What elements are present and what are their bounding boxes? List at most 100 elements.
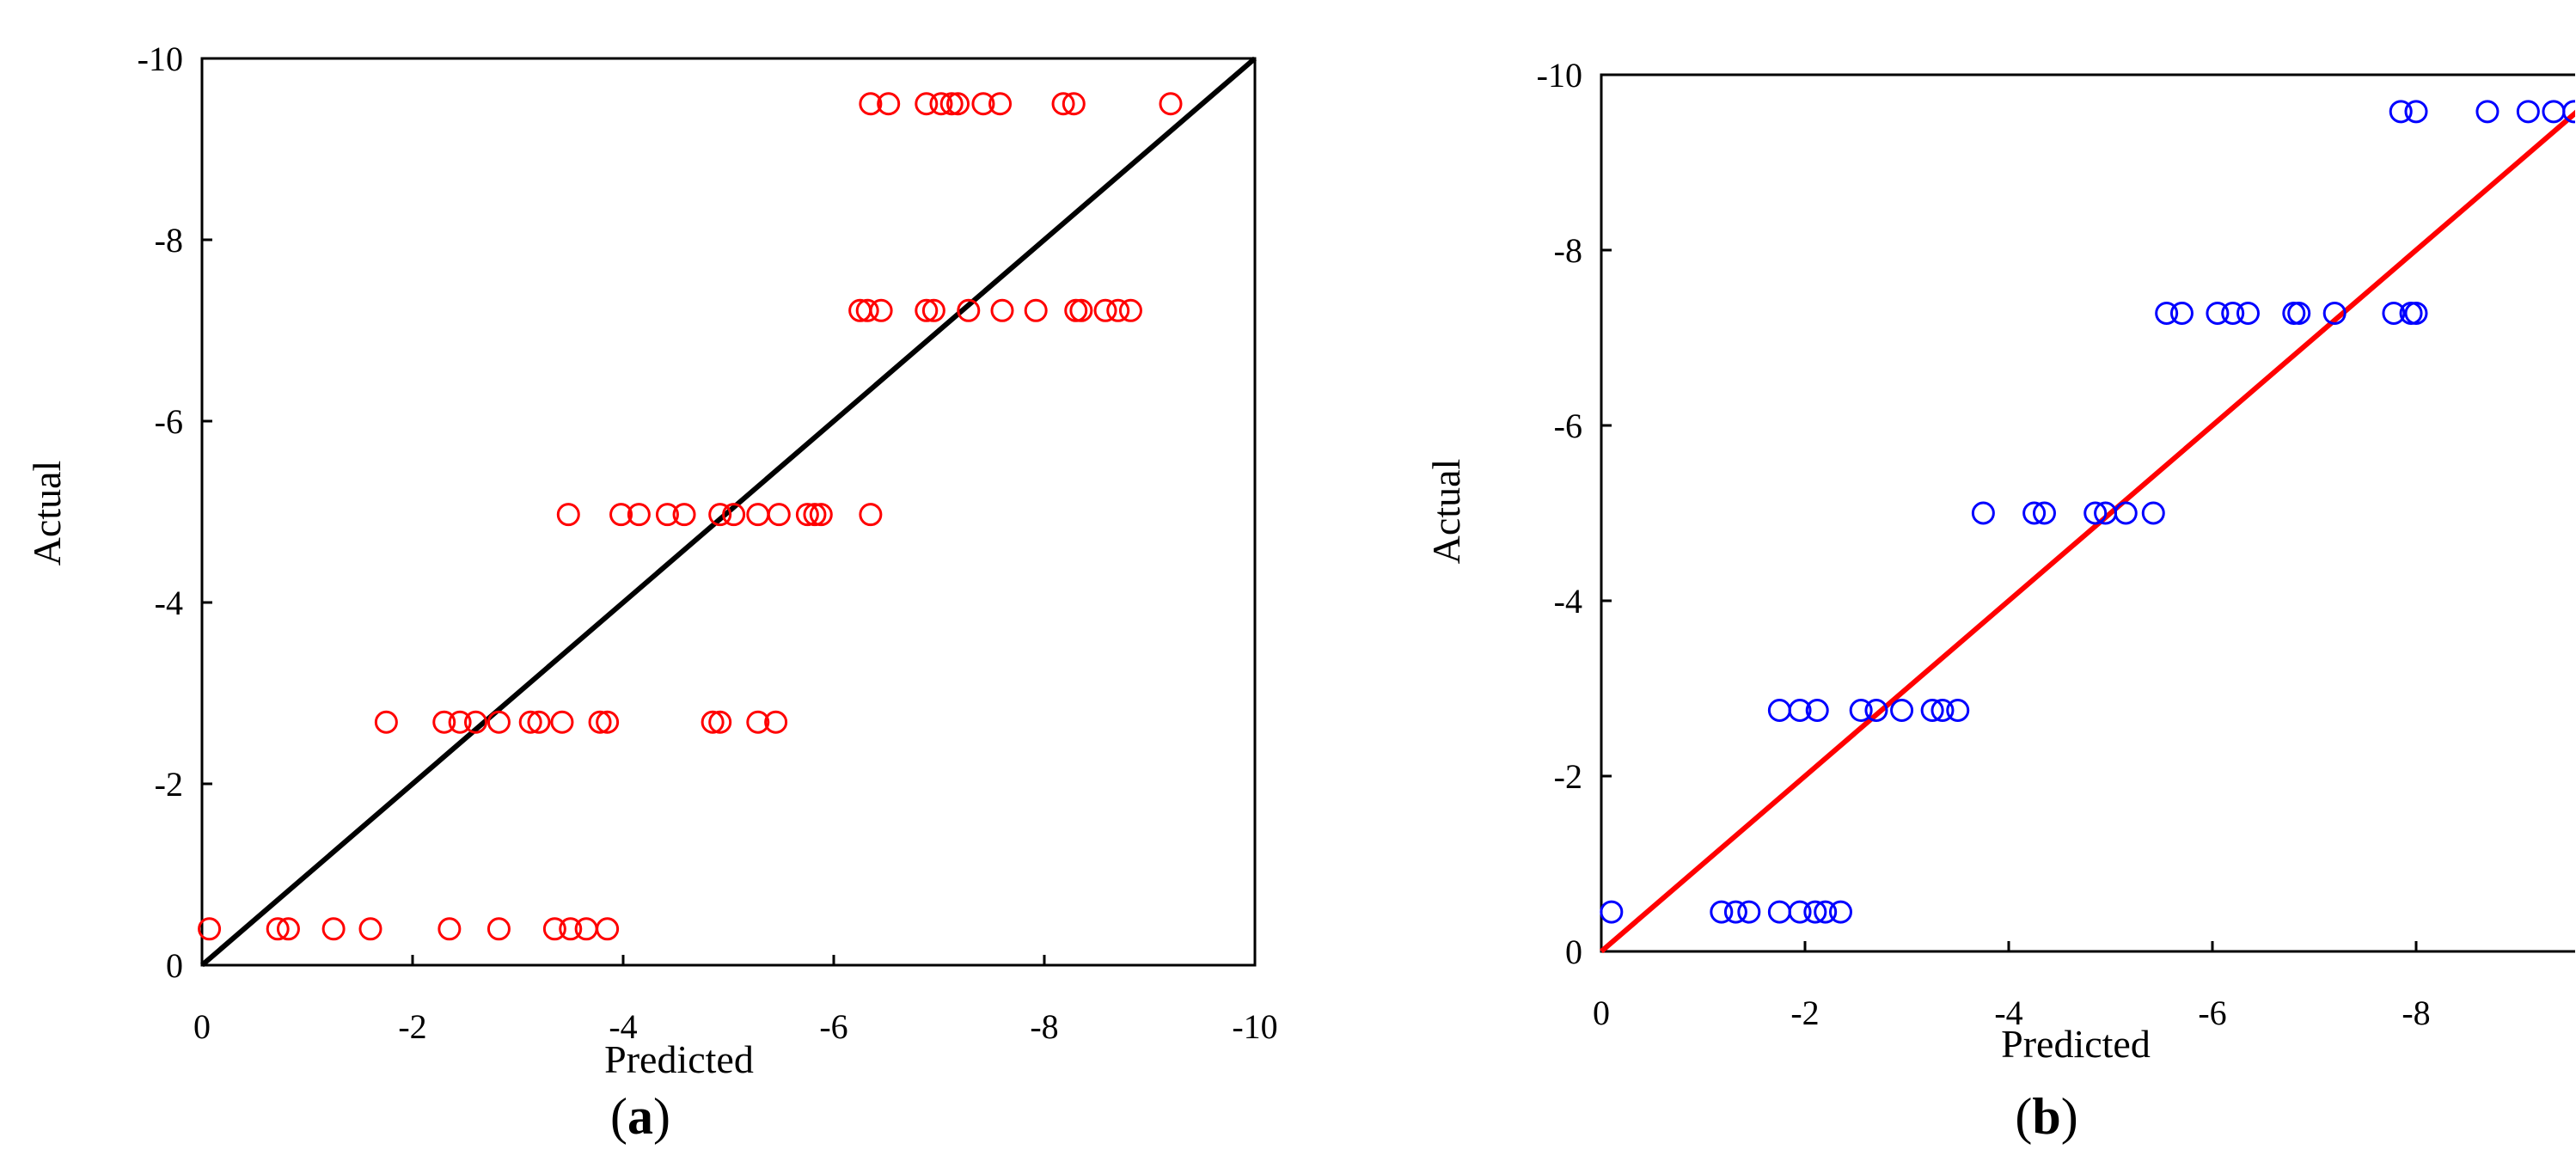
data-point	[2287, 301, 2311, 325]
data-point	[609, 503, 633, 527]
data-point	[809, 503, 833, 527]
data-point	[1723, 900, 1747, 924]
data-point	[2516, 100, 2540, 124]
data-point	[1788, 699, 1812, 722]
data-point	[358, 917, 382, 941]
data-point	[542, 917, 566, 941]
data-point	[527, 710, 551, 734]
data-point	[464, 710, 487, 734]
data-point	[2382, 301, 2406, 325]
data-point	[1600, 900, 1624, 924]
data-point	[2206, 301, 2230, 325]
data-point	[1890, 699, 1914, 722]
y-tick-label: -10	[138, 40, 183, 78]
data-point	[708, 503, 732, 527]
y-tick-label: -8	[1554, 231, 1582, 270]
data-point	[2155, 301, 2179, 325]
data-point	[1106, 298, 1130, 322]
data-point	[2542, 100, 2566, 124]
y-tick-label: -8	[155, 221, 183, 260]
y-tick-label: -6	[1554, 407, 1582, 445]
chart-panel-b: 0-2-4-6-8-100-2-4-6-8-10PredictedActual(…	[1288, 0, 2575, 1168]
y-axis-title: Actual	[1424, 459, 1468, 565]
data-point	[708, 710, 732, 734]
x-tick-label: 0	[193, 1007, 211, 1046]
data-point	[2282, 301, 2306, 325]
x-tick-label: -8	[2402, 994, 2430, 1032]
data-point	[596, 917, 620, 941]
y-tick-label: 0	[166, 946, 183, 985]
data-point	[2389, 100, 2413, 124]
data-point	[2032, 501, 2056, 525]
x-axis-title: Predicted	[604, 1037, 754, 1081]
reference-line	[200, 56, 1257, 968]
y-tick-label: -4	[155, 584, 183, 622]
data-point	[574, 917, 598, 941]
data-point	[921, 298, 945, 322]
data-point	[2022, 501, 2047, 525]
x-tick-label: -8	[1030, 1007, 1058, 1046]
data-point	[672, 503, 696, 527]
data-point	[1767, 699, 1791, 722]
x-tick-label: -2	[398, 1007, 426, 1046]
data-point	[1864, 699, 1888, 722]
data-point	[859, 92, 883, 116]
data-point	[1920, 699, 1944, 722]
data-point	[1828, 900, 1852, 924]
data-point	[2221, 301, 2245, 325]
data-point	[1024, 298, 1048, 322]
data-point	[437, 917, 462, 941]
data-point	[1803, 900, 1827, 924]
data-point	[803, 503, 827, 527]
x-tick-label: -4	[609, 1007, 637, 1046]
data-point	[929, 92, 953, 116]
panel-label: (b)	[2015, 1088, 2077, 1145]
data-point	[1062, 92, 1086, 116]
panel-label: (a)	[610, 1088, 670, 1145]
y-tick-label: -6	[155, 402, 183, 441]
data-point	[746, 710, 770, 734]
data-point	[2562, 100, 2575, 124]
data-point	[1767, 900, 1791, 924]
x-tick-label: -4	[1994, 994, 2022, 1032]
y-tick-label: 0	[1565, 933, 1582, 971]
data-point	[1118, 298, 1142, 322]
data-point	[722, 503, 746, 527]
data-point	[946, 92, 970, 116]
data-point	[198, 917, 222, 941]
data-point	[486, 710, 511, 734]
y-tick-label: -2	[155, 765, 183, 804]
data-point	[869, 298, 893, 322]
data-point	[701, 710, 725, 734]
data-point	[486, 917, 511, 941]
data-point	[859, 503, 883, 527]
data-point	[374, 710, 398, 734]
plot-frame	[200, 57, 1257, 967]
chart-panel-a: 0 -2 -4 -6 -8 -10 0 -2 -4 -6 -8 -10 Predicted Actual (…	[25, 40, 1278, 1145]
data-point	[915, 298, 939, 322]
data-point	[988, 92, 1013, 116]
x-tick-label: -6	[819, 1007, 847, 1046]
y-tick-label: -10	[1537, 56, 1582, 95]
y-tick-label: -2	[1554, 757, 1582, 796]
data-point	[1159, 92, 1183, 116]
data-point	[321, 917, 346, 941]
data-point	[2169, 301, 2194, 325]
data-point	[746, 503, 770, 527]
data-point	[939, 92, 964, 116]
data-point	[1805, 699, 1829, 722]
data-point	[990, 298, 1014, 322]
x-tick-label: -2	[1790, 994, 1819, 1032]
data-point	[588, 710, 612, 734]
data-point	[2114, 501, 2138, 525]
data-point	[1814, 900, 1838, 924]
data-point	[1971, 501, 1995, 525]
data-point	[1093, 298, 1117, 322]
data-point	[915, 92, 939, 116]
x-tick-label: -10	[1232, 1007, 1277, 1046]
data-point	[1064, 298, 1088, 322]
data-point	[276, 917, 300, 941]
data-point	[596, 710, 620, 734]
data-point	[1069, 298, 1093, 322]
data-point	[971, 92, 995, 116]
